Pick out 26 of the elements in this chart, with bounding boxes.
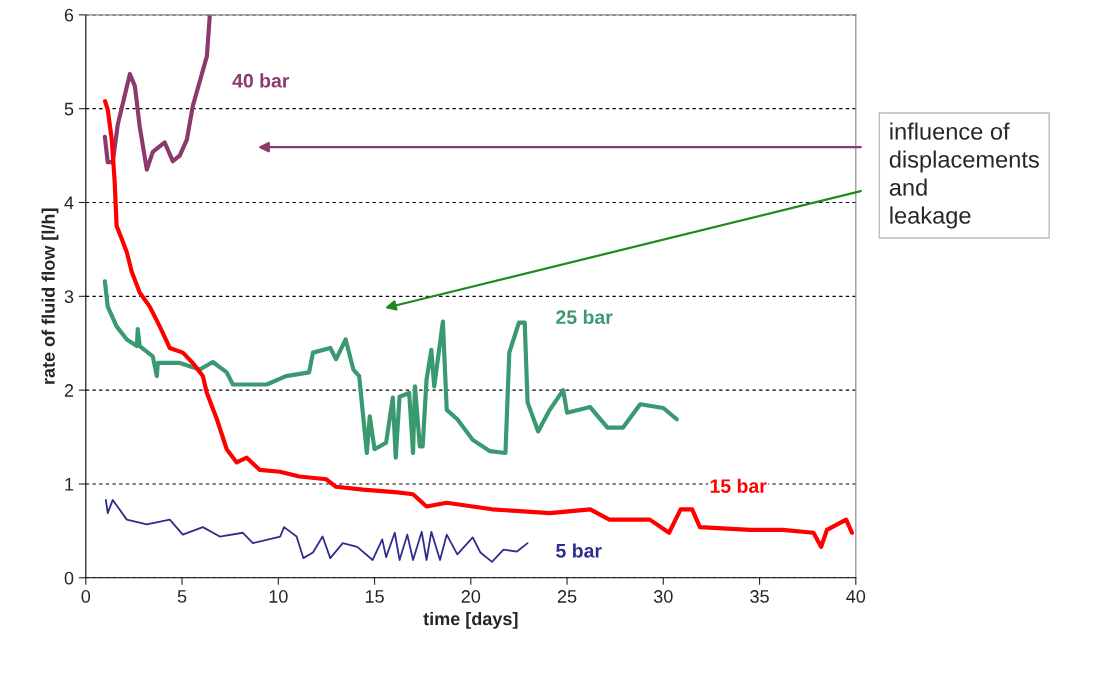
series-label: 5 bar xyxy=(556,543,602,558)
x-tick-label: 5 xyxy=(177,590,187,603)
text: influence of displacements and leakage xyxy=(889,122,1039,229)
x-axis-title: time [days] xyxy=(423,611,518,629)
series-label: 40 bar xyxy=(232,73,290,88)
x-tick-label: 20 xyxy=(461,590,481,603)
y-tick-label: 4 xyxy=(64,196,74,210)
y-axis-title: rate of fluid flow [l/h] xyxy=(41,208,59,384)
x-tick-label: 25 xyxy=(557,590,577,603)
x-tick-label: 40 xyxy=(846,590,866,603)
y-tick-label: 3 xyxy=(64,290,74,304)
line-series xyxy=(102,279,679,460)
series-label: 15 bar xyxy=(710,478,767,493)
series-label: 25 bar xyxy=(556,309,613,325)
y-tick-label: 0 xyxy=(64,571,74,585)
y-tick-label: 1 xyxy=(65,478,74,491)
line-series xyxy=(102,14,212,172)
y-tick-label: 2 xyxy=(64,384,74,397)
x-tick-label: 15 xyxy=(365,590,384,603)
x-tick-label: 0 xyxy=(81,590,91,603)
x-tick-label: 10 xyxy=(269,590,288,603)
x-tick-label: 30 xyxy=(653,590,673,603)
y-tick-label: 5 xyxy=(64,102,74,116)
x-tick-label: 35 xyxy=(750,590,769,603)
line-series xyxy=(104,499,529,563)
y-tick-label: 6 xyxy=(64,8,74,22)
